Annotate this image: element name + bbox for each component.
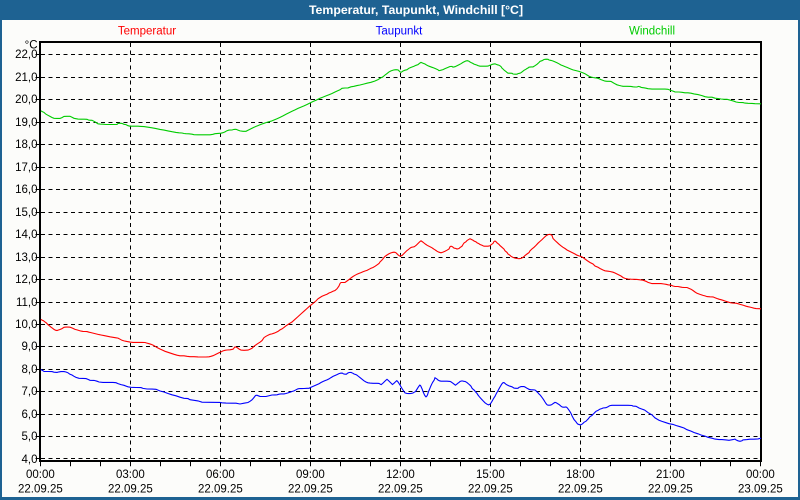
svg-text:22.09.25: 22.09.25 [648, 484, 693, 496]
svg-text:22.09.25: 22.09.25 [198, 484, 243, 496]
svg-text:19,0: 19,0 [15, 117, 37, 129]
svg-text:22.09.25: 22.09.25 [108, 484, 153, 496]
svg-text:09:00: 09:00 [296, 469, 325, 481]
svg-text:4,0: 4,0 [22, 454, 38, 466]
svg-text:Temperatur: Temperatur [118, 26, 176, 38]
svg-text:21:00: 21:00 [656, 469, 685, 481]
svg-text:14,0: 14,0 [15, 229, 37, 241]
svg-text:06:00: 06:00 [206, 469, 235, 481]
svg-text:22,0: 22,0 [15, 49, 37, 61]
svg-text:°C: °C [25, 40, 38, 52]
svg-text:6,0: 6,0 [22, 409, 38, 421]
svg-text:22.09.25: 22.09.25 [558, 484, 603, 496]
svg-text:22.09.25: 22.09.25 [18, 484, 63, 496]
svg-text:Windchill: Windchill [629, 26, 675, 38]
svg-text:18,0: 18,0 [15, 139, 37, 151]
svg-text:9,0: 9,0 [22, 341, 38, 353]
svg-text:12,0: 12,0 [15, 274, 37, 286]
svg-text:10,0: 10,0 [15, 319, 37, 331]
svg-text:15,0: 15,0 [15, 207, 37, 219]
svg-text:12:00: 12:00 [386, 469, 415, 481]
svg-text:03:00: 03:00 [116, 469, 145, 481]
svg-text:18:00: 18:00 [566, 469, 595, 481]
svg-text:22.09.25: 22.09.25 [288, 484, 333, 496]
svg-text:13,0: 13,0 [15, 252, 37, 264]
svg-text:00:00: 00:00 [746, 469, 775, 481]
svg-text:8,0: 8,0 [22, 364, 38, 376]
svg-text:Temperatur, Taupunkt, Windchil: Temperatur, Taupunkt, Windchill [°C] [309, 3, 523, 17]
svg-text:11,0: 11,0 [16, 297, 38, 309]
svg-text:23.09.25: 23.09.25 [738, 484, 783, 496]
svg-text:22.09.25: 22.09.25 [468, 484, 513, 496]
svg-text:15:00: 15:00 [476, 469, 505, 481]
svg-text:17,0: 17,0 [15, 162, 37, 174]
svg-text:7,0: 7,0 [22, 386, 38, 398]
svg-text:21,0: 21,0 [15, 72, 37, 84]
svg-text:Taupunkt: Taupunkt [376, 26, 423, 38]
svg-text:00:00: 00:00 [26, 469, 55, 481]
svg-text:5,0: 5,0 [22, 431, 38, 443]
svg-text:22.09.25: 22.09.25 [378, 484, 423, 496]
svg-text:16,0: 16,0 [15, 184, 37, 196]
svg-text:20,0: 20,0 [15, 94, 37, 106]
